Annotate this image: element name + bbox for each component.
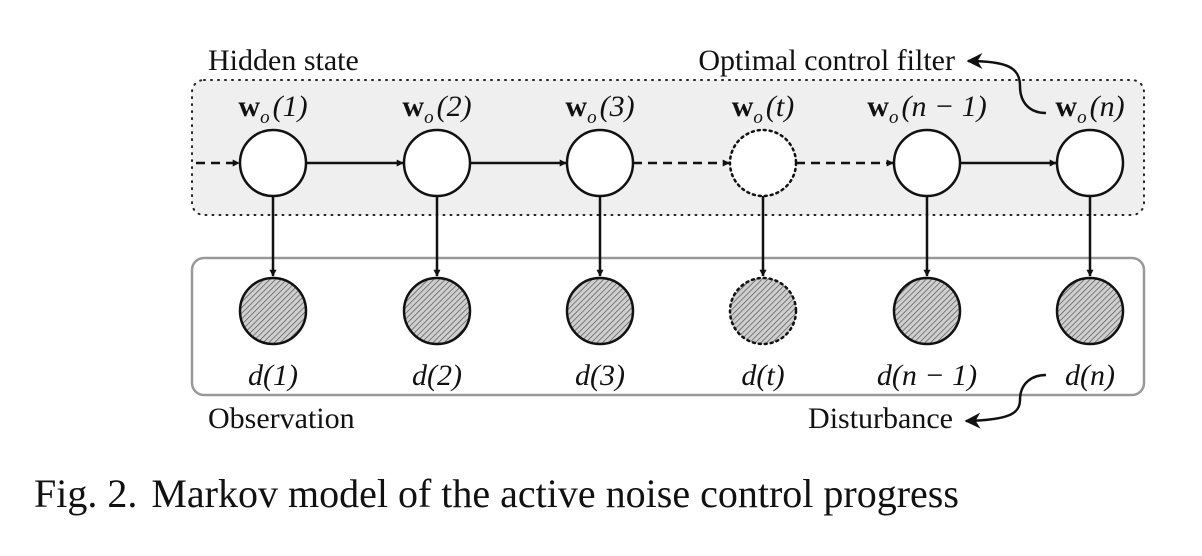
hidden-node-label-5: wo (n − 1) <box>867 90 986 128</box>
hidden-node-6 <box>1057 130 1123 196</box>
observed-node-4 <box>730 278 796 344</box>
hidden-node-5 <box>894 130 960 196</box>
observation-box <box>192 258 1144 395</box>
observed-node-label-3: d(3) <box>575 359 625 392</box>
observed-node-3 <box>567 278 633 344</box>
disturbance-label: Disturbance <box>808 402 953 435</box>
disturbance-pointer-arrow <box>966 375 1046 421</box>
observed-node-label-5: d(n − 1) <box>877 359 977 392</box>
hidden-node-4 <box>730 130 796 196</box>
hidden-node-3 <box>567 130 633 196</box>
hidden-state-box <box>192 80 1144 215</box>
observed-node-6 <box>1057 278 1123 344</box>
hidden-node-2 <box>404 130 470 196</box>
optimal-control-filter-label: Optimal control filter <box>698 44 955 77</box>
figure-caption: Fig. 2. Markov model of the active noise … <box>34 470 959 517</box>
markov-diagram: Hidden state Observation Optimal control… <box>0 0 1202 460</box>
observed-node-5 <box>894 278 960 344</box>
hidden-node-label-2: wo (2) <box>402 90 471 128</box>
hidden-node-label-1: wo (1) <box>238 90 307 128</box>
observation-label: Observation <box>208 402 355 435</box>
observed-node-label-4: d(t) <box>741 359 784 392</box>
hidden-node-label-6: wo (n) <box>1055 90 1124 128</box>
hidden-state-label: Hidden state <box>208 44 359 77</box>
caption-text: Markov model of the active noise control… <box>151 471 959 516</box>
observed-node-1 <box>240 278 306 344</box>
caption-number: Fig. 2. <box>34 471 137 516</box>
hidden-node-1 <box>240 130 306 196</box>
observed-node-label-2: d(2) <box>412 359 462 392</box>
observed-node-2 <box>404 278 470 344</box>
hidden-node-label-3: wo (3) <box>565 90 634 128</box>
observed-node-label-6: d(n) <box>1065 359 1115 392</box>
observed-node-label-1: d(1) <box>248 359 298 392</box>
